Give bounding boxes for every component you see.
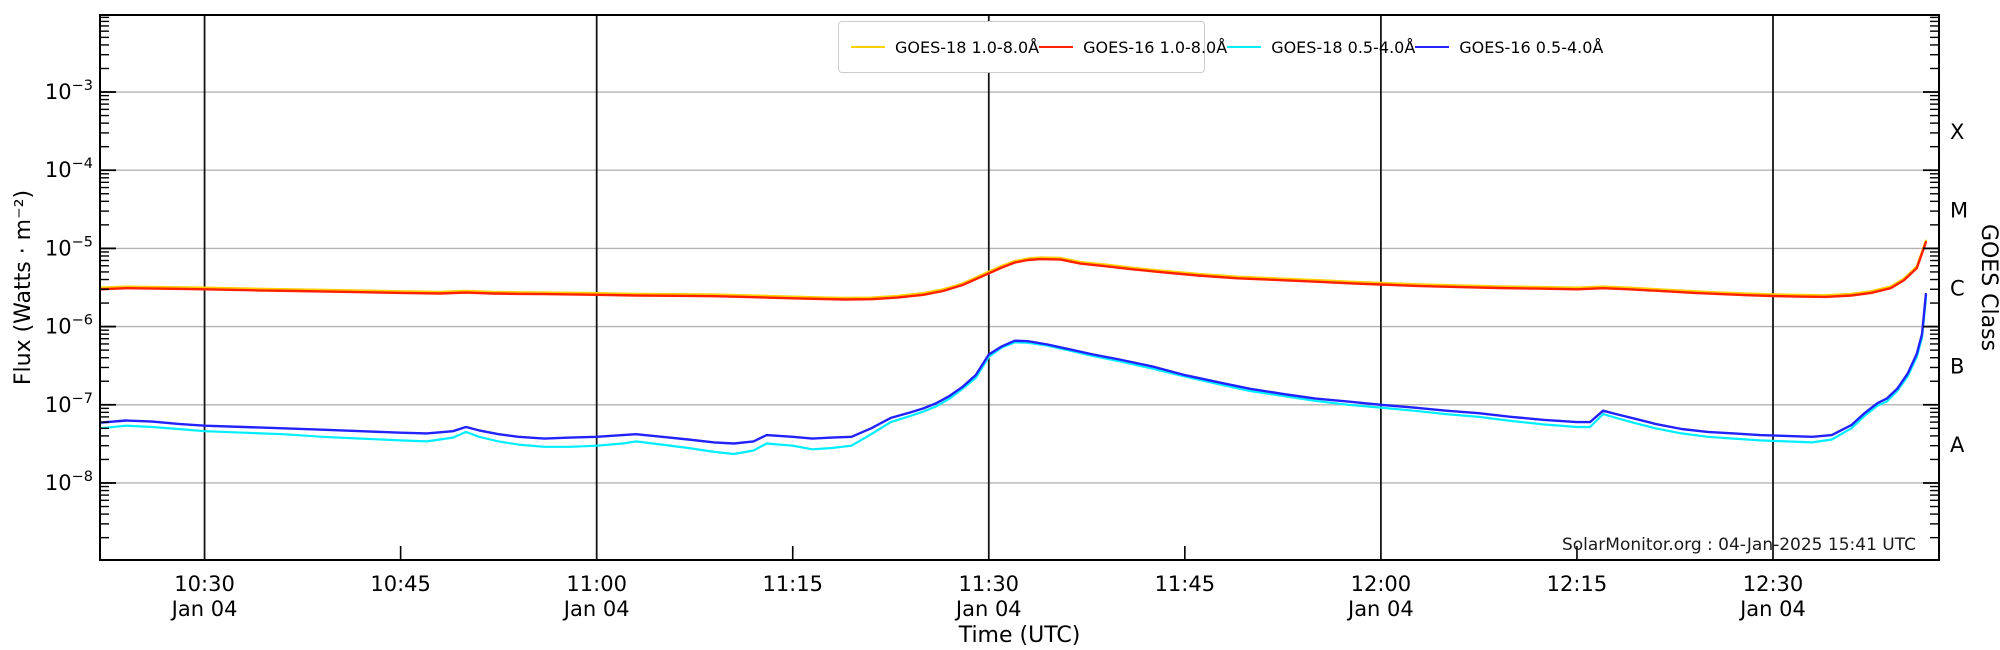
x-axis-title: Time (UTC) (958, 623, 1081, 648)
series-goes-18-1-0-8-0- (100, 239, 1928, 299)
x-tick-label: 11:30 (959, 572, 1020, 596)
x-tick-label: 10:30 (174, 572, 235, 596)
x-tick-label: 12:15 (1547, 572, 1608, 596)
goes-class-c: C (1950, 277, 1965, 301)
y-axis-title: Flux (Watts · m⁻²) (11, 190, 36, 385)
goes-class-b: B (1950, 355, 1964, 379)
y-tick-label: 10−8 (45, 469, 93, 495)
x-tick-label: 12:30 (1743, 572, 1804, 596)
series-goes-16-1-0-8-0- (100, 240, 1928, 301)
goes16-long-swatch (1039, 46, 1074, 48)
x-tick-sublabel: Jan 04 (1738, 597, 1806, 621)
x-tick-sublabel: Jan 04 (170, 597, 238, 621)
y-ticks (100, 16, 1939, 539)
chart-legend: GOES-18 1.0-8.0Å GOES-16 1.0-8.0Å GOES-1… (838, 21, 1603, 73)
legend-label: GOES-18 1.0-8.0Å (895, 37, 1040, 57)
legend-item-goes18-long: GOES-18 1.0-8.0Å (851, 36, 1039, 58)
goes-class-m: M (1950, 198, 1968, 222)
y-tick-label: 10−7 (45, 391, 93, 417)
goes18-long-swatch (851, 46, 885, 48)
legend-item-goes18-short: GOES-18 0.5-4.0Å (1227, 36, 1415, 58)
plot-frame (99, 14, 1940, 561)
x-tick-label: 12:00 (1351, 572, 1412, 596)
series-goes-18-0-5-4-0- (100, 297, 1928, 456)
x-tick-sublabel: Jan 04 (562, 597, 630, 621)
goes18-short-swatch (1227, 46, 1262, 48)
x-tick-label: 11:45 (1155, 572, 1216, 596)
legend-label: GOES-18 0.5-4.0Å (1271, 37, 1416, 57)
y-tick-label: 10−4 (45, 156, 93, 182)
right-axis-title: GOES Class (1976, 224, 2000, 351)
x-tick-sublabel: Jan 04 (954, 597, 1022, 621)
goes-class-a: A (1950, 433, 1965, 457)
x-tick-label: 11:00 (566, 572, 627, 596)
y-tick-label: 10−5 (45, 234, 93, 260)
goes-class-labels: X M C B A (1950, 120, 1968, 457)
legend-label: GOES-16 1.0-8.0Å (1083, 37, 1228, 57)
series-lines (100, 239, 1928, 456)
x-tick-label: 10:45 (370, 572, 431, 596)
y-gridlines (100, 91, 1939, 484)
legend-item-goes16-short: GOES-16 0.5-4.0Å (1415, 36, 1603, 58)
x-ticks (399, 546, 1578, 560)
goes16-short-swatch (1415, 46, 1450, 48)
y-tick-label: 10−3 (45, 78, 93, 104)
series-goes-16-0-5-4-0- (100, 292, 1928, 445)
legend-label: GOES-16 0.5-4.0Å (1459, 37, 1604, 57)
y-tick-label: 10−6 (45, 313, 93, 339)
legend-item-goes16-long: GOES-16 1.0-8.0Å (1039, 36, 1227, 58)
source-annotation: SolarMonitor.org : 04-Jan-2025 15:41 UTC (1562, 535, 1916, 555)
x-tick-label: 11:15 (762, 572, 823, 596)
y-tick-labels: 10−3 10−4 10−5 10−6 10−7 10−8 (45, 78, 93, 495)
x-tick-sublabel: Jan 04 (1346, 597, 1414, 621)
goes-class-x: X (1950, 120, 1964, 144)
